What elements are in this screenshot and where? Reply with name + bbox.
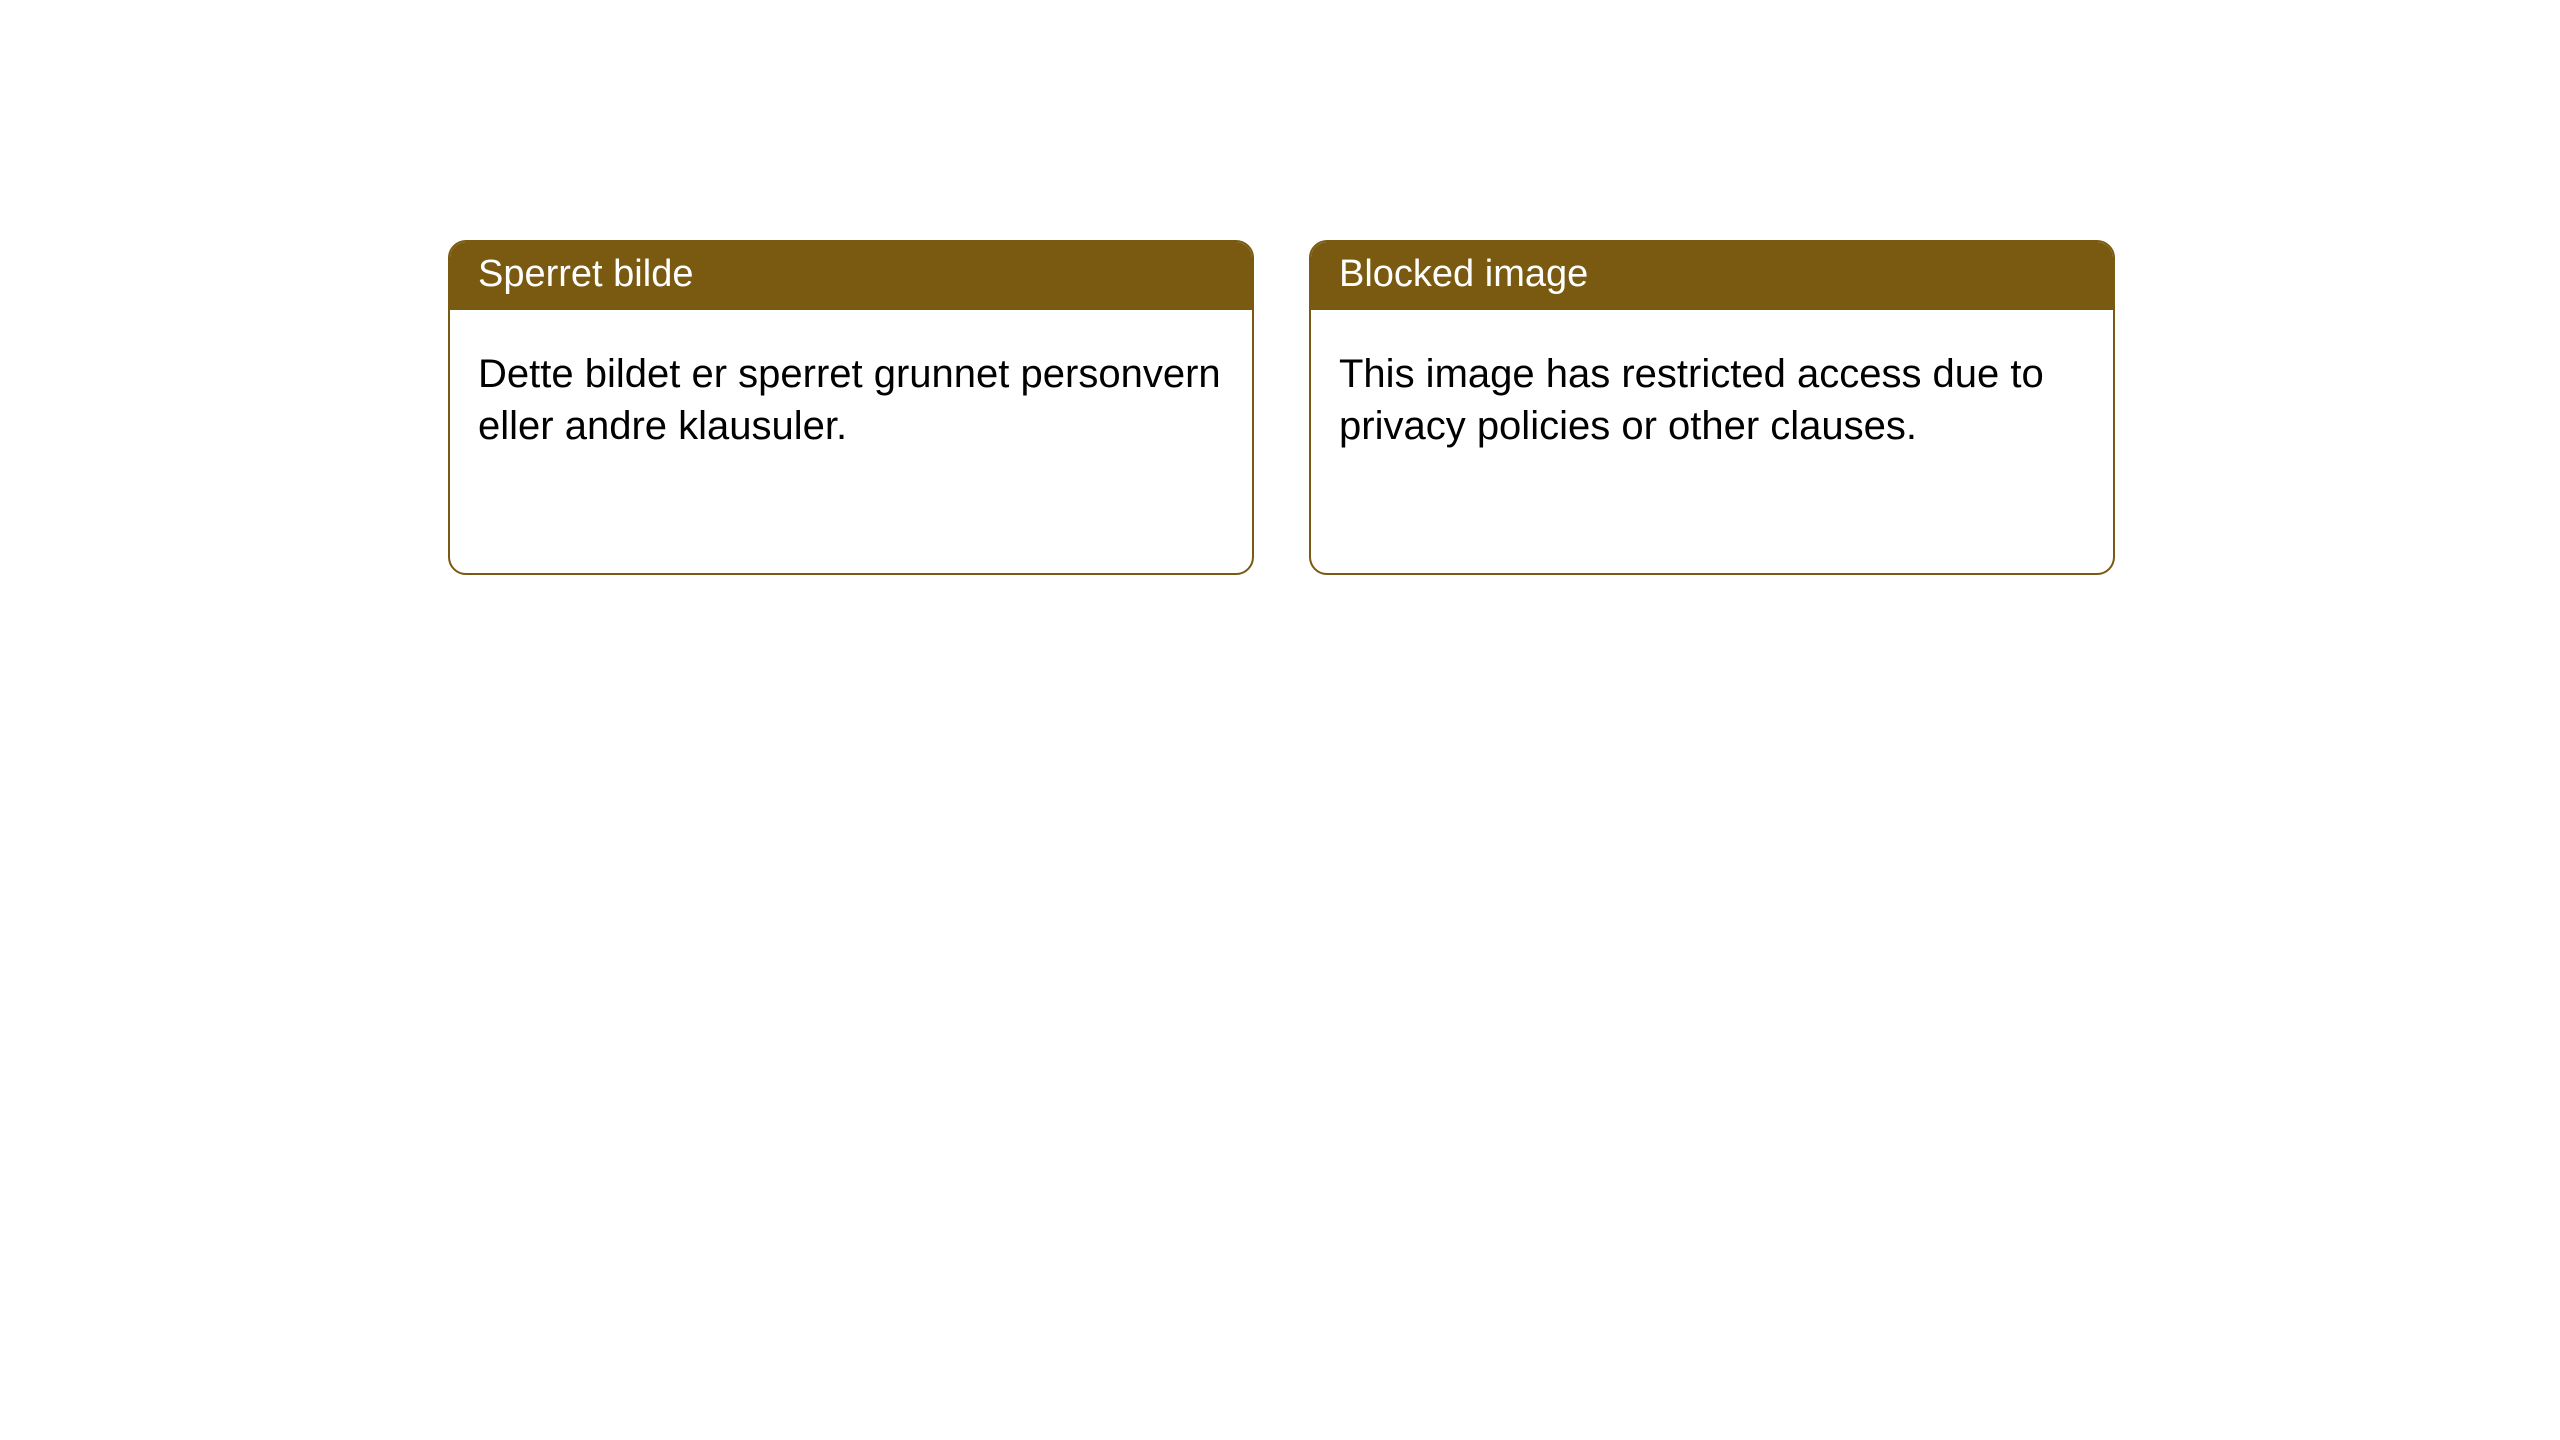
blocked-image-card-en: Blocked image This image has restricted … bbox=[1309, 240, 2115, 575]
card-header-no: Sperret bilde bbox=[450, 242, 1252, 310]
card-header-en: Blocked image bbox=[1311, 242, 2113, 310]
notice-container: Sperret bilde Dette bildet er sperret gr… bbox=[0, 0, 2560, 575]
card-body-no: Dette bildet er sperret grunnet personve… bbox=[450, 310, 1252, 480]
card-body-en: This image has restricted access due to … bbox=[1311, 310, 2113, 480]
blocked-image-card-no: Sperret bilde Dette bildet er sperret gr… bbox=[448, 240, 1254, 575]
